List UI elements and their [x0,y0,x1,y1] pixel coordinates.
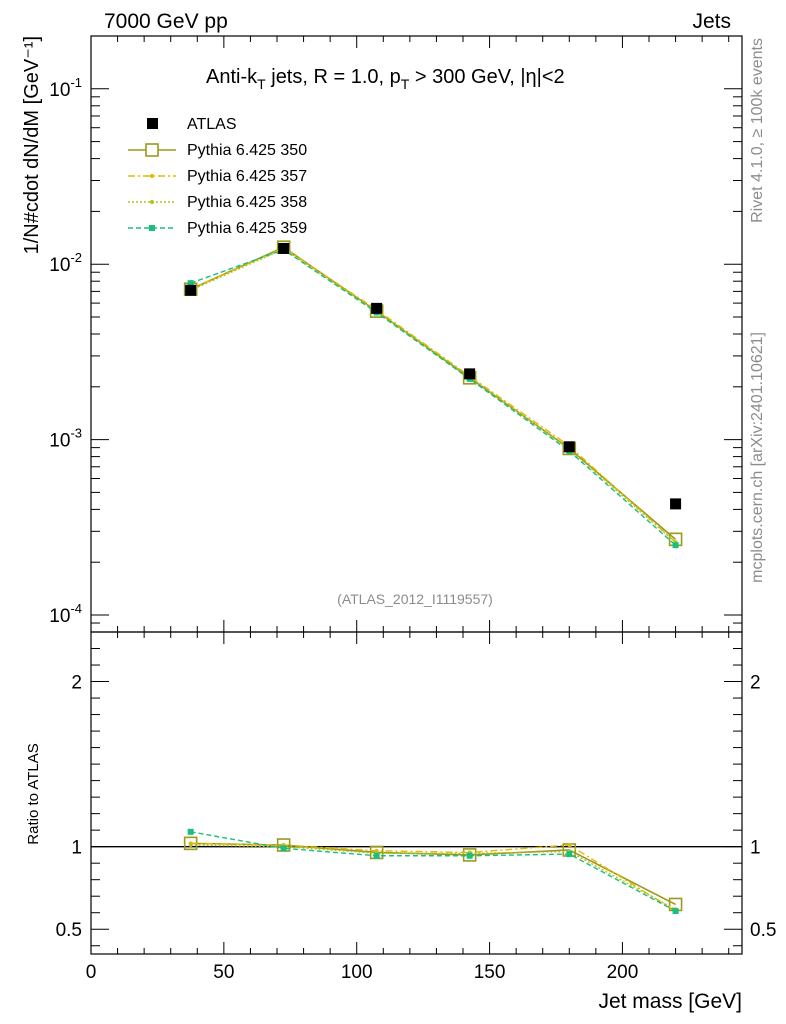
ratio-point-358 [188,843,193,848]
legend-entry-atlas: ATLAS [147,116,237,133]
data-series [183,240,683,915]
main-point-atlas [185,284,197,296]
tick-exponent: -4 [70,601,82,616]
tick-base: 10 [49,606,70,627]
legend-entry-358: Pythia 6.425 358 [128,194,307,211]
ratio-line-357 [190,842,676,912]
main-y-tick-label: 10-3 [49,426,82,452]
x-tick-label: 0 [86,962,97,983]
legend-label-358: Pythia 6.425 358 [187,194,307,211]
mcplots-side-text: mcplots.cern.ch [arXiv:2401.10621] [749,332,766,583]
tick-exponent: -1 [70,75,82,90]
main-point-atlas [278,242,290,254]
ratio-line-350 [190,842,676,906]
ratio-y-tick-label: 1 [71,838,82,859]
legend-label-atlas: ATLAS [187,116,237,133]
main-point-atlas [371,302,383,314]
ratio-line-358 [190,844,676,911]
main-point-359 [672,542,679,549]
legend-marker-atlas [147,118,158,129]
legend-label-357: Pythia 6.425 357 [187,168,307,185]
tick-base: 10 [49,431,70,452]
tick-exponent: -2 [70,250,82,265]
ratio-point-350 [462,848,477,862]
x-tick-label: 200 [607,962,639,983]
legend-entry-350: Pythia 6.425 350 [128,142,307,159]
x-tick-label: 150 [474,962,506,983]
legend-marker-350 [145,143,159,157]
ratio-y-tick-label-right: 1 [750,838,761,859]
legend: ATLAS Pythia 6.425 350 Pythia 6.425 357 … [128,116,307,237]
legend-entry-359: Pythia 6.425 359 [128,220,307,237]
ratio-point-359 [280,845,287,852]
main-point-atlas [563,441,575,453]
x-axis-label: Jet mass [GeV] [598,990,742,1013]
ratio-plot-frame [90,631,743,955]
main-point-atlas [670,498,682,510]
plot-title: Anti-kT jets, R = 1.0, pT > 300 GeV, |η|… [206,66,565,92]
legend-label-359: Pythia 6.425 359 [187,220,307,237]
ratio-y-tick-label: 2 [71,673,82,694]
header-right: Jets [692,10,731,33]
tick-base: 10 [49,255,70,276]
title-sub2: T [401,76,410,92]
ratio-point-357 [567,843,572,848]
header-left: 7000 GeV pp [104,10,228,33]
ratio-y-tick-label-right: 2 [750,673,761,694]
tick-exponent: -3 [70,426,82,441]
ratio-y-tick-label-right: 0.5 [750,920,776,941]
main-point-atlas [464,368,476,380]
x-tick-label: 100 [341,962,373,983]
main-point-359 [187,280,194,287]
ratio-y-axis-label: Ratio to ATLAS [25,743,42,844]
legend-label-350: Pythia 6.425 350 [187,142,307,159]
legend-marker-358 [150,200,154,204]
legend-entry-357: Pythia 6.425 357 [128,168,307,185]
main-line-358 [190,248,677,543]
title-prefix: Anti-k [206,66,258,88]
title-suffix: > 300 GeV, |η|<2 [409,66,564,88]
title-mid: jets, R = 1.0, p [266,66,401,88]
ratio-line-359 [190,831,676,912]
main-line-350 [190,246,677,540]
rivet-side-text: Rivet 4.1.0, ≥ 100k events [749,38,766,223]
ratio-point-359 [566,851,573,858]
main-y-tick-label: 10-2 [49,250,82,276]
ratio-point-359 [466,852,473,859]
legend-marker-359 [149,225,155,231]
title-sub1: T [257,76,266,92]
main-y-tick-label: 10-1 [49,75,82,101]
main-line-357 [190,247,677,543]
main-line-359 [190,248,677,546]
analysis-watermark: (ATLAS_2012_I1119557) [337,591,493,607]
ratio-point-359 [187,828,194,835]
legend-marker-357 [150,174,154,178]
ratio-point-359 [373,852,380,859]
main-y-tick-label: 10-4 [49,601,82,627]
main-y-axis-label: 1/N#cdot dN/dM [GeV⁻¹] [21,36,43,254]
ratio-point-359 [672,908,679,915]
ratio-y-tick-label: 0.5 [56,920,82,941]
tick-base: 10 [49,80,70,101]
x-tick-label: 50 [213,962,234,983]
